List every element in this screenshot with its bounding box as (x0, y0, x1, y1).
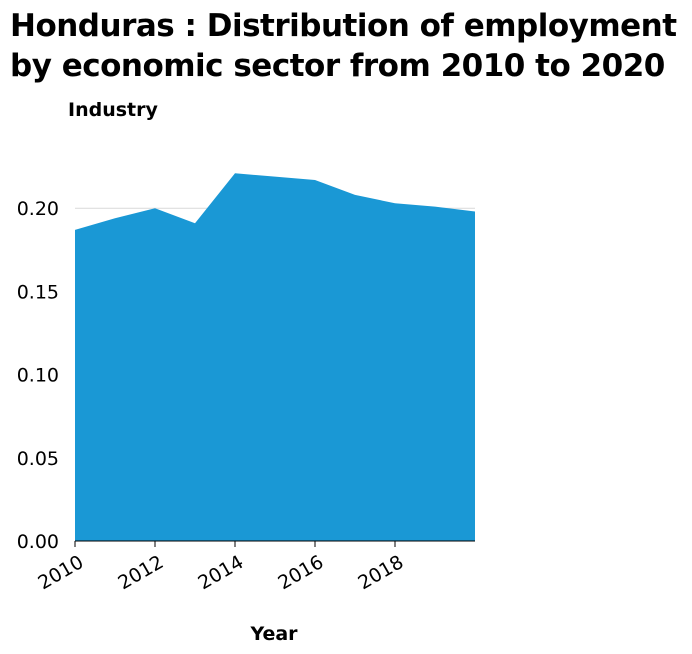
x-tick-label: 2018 (354, 551, 407, 594)
chart-title: Honduras : Distribution of employment by… (10, 8, 677, 84)
y-tick-label: 0.00 (17, 531, 59, 553)
y-axis-ticks: 0.00 0.05 0.10 0.15 0.20 (17, 198, 59, 553)
x-tick-label: 2012 (114, 551, 167, 594)
x-axis-ticks: 2010 2012 2014 2016 2018 (34, 541, 407, 594)
y-tick-label: 0.20 (17, 198, 59, 220)
x-tick-label: 2010 (34, 551, 87, 594)
x-tick-label: 2016 (274, 551, 327, 594)
y-tick-label: 0.10 (17, 365, 59, 387)
area-series-industry (75, 173, 475, 541)
y-axis-label: Industry (68, 99, 158, 121)
x-axis-label: Year (249, 623, 298, 645)
y-tick-label: 0.05 (17, 448, 59, 470)
y-tick-label: 0.15 (17, 281, 59, 303)
x-tick-label: 2014 (194, 551, 247, 594)
